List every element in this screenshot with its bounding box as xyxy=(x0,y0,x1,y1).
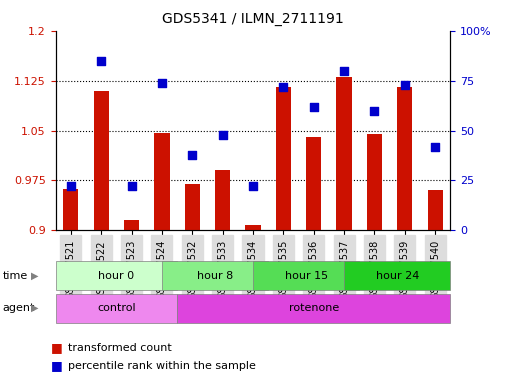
Bar xyxy=(396,87,412,230)
Bar xyxy=(124,220,139,230)
Bar xyxy=(154,132,169,230)
Point xyxy=(430,144,438,150)
Text: ▶: ▶ xyxy=(31,303,38,313)
Point xyxy=(370,108,378,114)
Bar xyxy=(336,77,351,230)
Point xyxy=(218,131,226,137)
Text: ■: ■ xyxy=(50,341,62,354)
Bar xyxy=(306,137,321,230)
Text: control: control xyxy=(97,303,135,313)
Text: rotenone: rotenone xyxy=(288,303,338,313)
Point xyxy=(97,58,105,64)
Text: transformed count: transformed count xyxy=(68,343,172,353)
Point xyxy=(279,84,287,90)
Bar xyxy=(63,189,78,230)
Text: GDS5341 / ILMN_2711191: GDS5341 / ILMN_2711191 xyxy=(162,12,343,25)
Text: hour 8: hour 8 xyxy=(196,270,233,281)
Point xyxy=(309,104,317,110)
Text: agent: agent xyxy=(3,303,35,313)
Point xyxy=(67,184,75,190)
Bar xyxy=(245,225,260,230)
Point xyxy=(158,79,166,86)
Bar xyxy=(427,190,442,230)
Point xyxy=(339,68,347,74)
Text: time: time xyxy=(3,270,28,281)
Bar xyxy=(366,134,381,230)
Text: hour 24: hour 24 xyxy=(375,270,418,281)
Text: hour 15: hour 15 xyxy=(284,270,327,281)
Text: percentile rank within the sample: percentile rank within the sample xyxy=(68,361,256,371)
Point xyxy=(248,184,257,190)
Point xyxy=(188,151,196,157)
Point xyxy=(400,81,408,88)
Bar xyxy=(93,91,109,230)
Point xyxy=(127,184,135,190)
Text: ■: ■ xyxy=(50,359,62,372)
Bar xyxy=(184,184,199,230)
Text: hour 0: hour 0 xyxy=(98,270,134,281)
Text: ▶: ▶ xyxy=(31,270,38,281)
Bar xyxy=(215,170,230,230)
Bar xyxy=(275,87,290,230)
